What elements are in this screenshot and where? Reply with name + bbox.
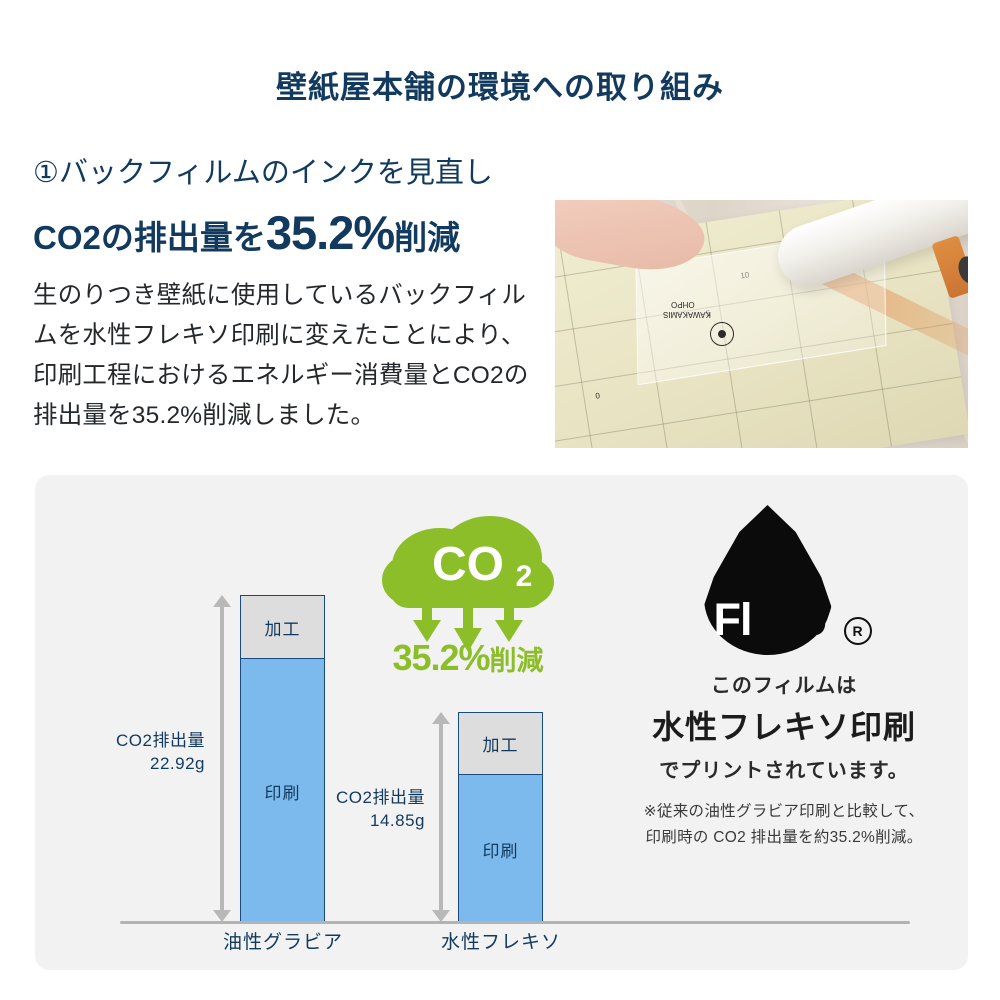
flexo-line-3: でプリントされています。: [659, 760, 909, 782]
cloud-co2-label: CO: [432, 538, 504, 591]
dimension-title: CO2排出量: [336, 788, 425, 807]
intro-lead: ①バックフィルムのインクを見直し: [33, 157, 493, 189]
flexo-logo-text: Flexo: [714, 597, 894, 642]
cloud-co2-subscript: 2: [516, 560, 533, 593]
registered-trademark-icon: R: [843, 617, 872, 645]
photo-film-mark: OHPO: [671, 300, 695, 309]
bar-water-flexo: 加工 印刷: [458, 712, 543, 923]
co2-cloud-svg: CO 2: [382, 516, 554, 652]
arrow-shaft: [439, 721, 443, 913]
flexo-note-line-1: ※従来の油性グラビア印刷と比較して、: [643, 803, 925, 820]
flexo-line-1: このフィルムは: [710, 675, 858, 697]
arrow-shaft: [220, 604, 224, 913]
page-title: 壁紙屋本舗の環境への取り組み: [276, 70, 724, 105]
arrow-head-down-icon: [213, 910, 231, 922]
comparison-panel: 加工 印刷 加工 印刷 CO2排出量 22.92g: [35, 475, 968, 970]
co2-bar-chart: 加工 印刷 加工 印刷 CO2排出量 22.92g: [35, 475, 910, 970]
dimension-label-oil-gravure: CO2排出量 22.92g: [65, 730, 205, 776]
flexo-line-2: 水性フレキソ印刷: [651, 709, 916, 745]
dimension-arrow-oil-gravure: [213, 595, 231, 922]
flexo-note-line-2: 印刷時の CO2 排出量を約35.2%削減。: [645, 828, 923, 846]
co2-cloud-icon: CO 2: [378, 508, 558, 683]
dimension-title: CO2排出量: [116, 731, 205, 750]
arrow-head-up-icon: [213, 595, 231, 607]
dimension-arrow-water-flexo: [432, 712, 450, 922]
flexo-block: Flexo R このフィルムは 水性フレキソ印刷 でプリントされています。 ※従…: [600, 505, 968, 850]
flexo-logo-text-dark: exo: [751, 594, 828, 645]
flexo-note: ※従来の油性グラビア印刷と比較して、 印刷時の CO2 排出量を約35.2%削減…: [600, 799, 968, 850]
bar-segment-printing: 印刷: [241, 658, 324, 923]
wallpaper-film-photo: 0 5 10 KAWAKAMIS OHPO: [555, 200, 968, 448]
intro-headline: CO2の排出量を35.2%削減: [33, 205, 553, 261]
bar-oil-gravure: 加工 印刷: [240, 595, 325, 923]
headline-prefix: CO2の排出量を: [33, 219, 266, 256]
chart-baseline: [120, 921, 910, 924]
reduction-percent-suffix: 削減: [489, 646, 544, 676]
photo-scale-0: 0: [594, 391, 601, 401]
dimension-label-water-flexo: CO2排出量 14.85g: [285, 787, 425, 833]
photo-film-mark: KAWAKAMIS: [663, 310, 711, 319]
bar-segment-processing: 加工: [241, 596, 324, 658]
headline-suffix: 削減: [394, 219, 461, 256]
flexo-logo: Flexo R: [692, 505, 877, 665]
intro-body: 生のりつき壁紙に使用しているバックフィルムを水性フレキソ印刷に変えたことにより、…: [33, 282, 529, 429]
dimension-value: 14.85g: [370, 810, 425, 830]
bar-segment-processing: 加工: [459, 713, 542, 774]
reduction-percent-label: 35.2%削減: [363, 637, 573, 679]
arrow-head-down-icon: [432, 910, 450, 922]
reduction-percent-value: 35.2%: [392, 637, 490, 678]
bar-segment-printing: 印刷: [459, 774, 542, 923]
arrow-head-up-icon: [432, 712, 450, 724]
headline-percent: 35.2%: [265, 206, 395, 259]
category-label-oil-gravure: 油性グラビア: [222, 932, 343, 953]
category-label-water-flexo: 水性フレキソ: [440, 932, 561, 953]
dimension-value: 22.92g: [150, 753, 205, 773]
flexo-logo-text-light: Fl: [713, 594, 753, 645]
